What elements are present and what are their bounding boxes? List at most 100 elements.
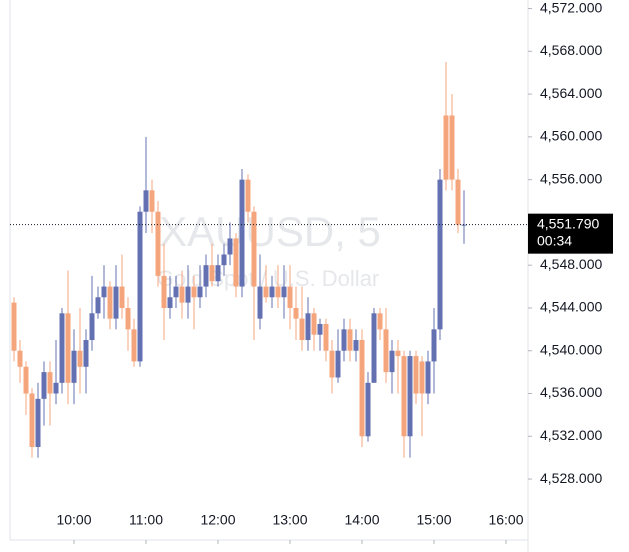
- candle-body: [71, 350, 77, 383]
- candle-body: [65, 313, 71, 383]
- candle-body: [203, 265, 209, 287]
- candle-body: [287, 286, 293, 308]
- candle-body: [365, 382, 371, 437]
- y-tick-label: 4,556.000: [540, 170, 602, 186]
- y-tick-label: 4,544.000: [540, 299, 602, 315]
- candle-body: [371, 313, 377, 383]
- x-tick-label: 14:00: [344, 512, 379, 528]
- candle-body: [431, 329, 437, 362]
- candle-body: [407, 356, 413, 437]
- candle-body: [293, 307, 299, 319]
- candle-body: [161, 275, 167, 308]
- candle-body: [443, 115, 449, 180]
- y-tick-label: 4,536.000: [540, 384, 602, 400]
- candle-body: [119, 286, 125, 308]
- candle-body: [395, 350, 401, 357]
- y-tick-label: 4,560.000: [540, 128, 602, 144]
- candle-body: [425, 361, 431, 394]
- candle-body: [11, 302, 17, 351]
- candle-body: [83, 340, 89, 367]
- candle-body: [107, 286, 113, 319]
- candle-body: [419, 361, 425, 394]
- candle-body: [215, 265, 221, 282]
- x-tick-label: 16:00: [488, 512, 523, 528]
- candle-body: [299, 318, 305, 341]
- candle-body: [401, 356, 407, 437]
- candle-body: [335, 350, 341, 378]
- y-tick-label: 4,540.000: [540, 341, 602, 357]
- candle-body: [95, 297, 101, 314]
- candle-body: [53, 382, 59, 394]
- candle-body: [59, 313, 65, 383]
- candle-body: [137, 211, 143, 362]
- candle-body: [281, 286, 287, 298]
- candle-body: [149, 190, 155, 212]
- y-tick-label: 4,548.000: [540, 256, 602, 272]
- candle-body: [17, 350, 23, 367]
- candle-body: [245, 179, 251, 212]
- countdown-label: 00:34: [537, 232, 572, 248]
- candle-body: [257, 286, 263, 319]
- last-price-label: 4,551.790: [537, 215, 599, 231]
- candle-body: [197, 286, 203, 298]
- y-tick-label: 4,528.000: [540, 470, 602, 486]
- x-tick-label: 10:00: [56, 512, 91, 528]
- last-price-box: [528, 213, 613, 254]
- candle-body: [209, 265, 215, 282]
- candle-body: [23, 366, 29, 394]
- candle-body: [275, 286, 281, 298]
- candle-body: [29, 393, 35, 447]
- candle-body: [35, 398, 41, 447]
- candle-body: [353, 340, 359, 351]
- candle-body: [347, 329, 353, 351]
- candle-body: [239, 179, 245, 287]
- candle-body: [437, 179, 443, 330]
- candle-body: [47, 372, 53, 394]
- candle-body: [143, 190, 149, 212]
- candle-body: [323, 324, 329, 351]
- x-tick-label: 11:00: [129, 512, 163, 528]
- candle-body: [269, 286, 275, 298]
- candle-body: [221, 254, 227, 266]
- x-tick-label: 15:00: [416, 512, 451, 528]
- candle-body: [263, 286, 269, 298]
- candle-body: [227, 238, 233, 255]
- candle-body: [341, 329, 347, 351]
- candle-body: [251, 211, 257, 287]
- candle-body: [317, 324, 323, 335]
- candle-body: [191, 286, 197, 298]
- candle-body: [305, 313, 311, 341]
- candle-body: [233, 238, 239, 287]
- candle-body: [113, 286, 119, 319]
- candle-body: [125, 307, 131, 330]
- candle-body: [455, 179, 461, 225]
- candle-body: [77, 350, 83, 367]
- candle-body: [449, 115, 455, 180]
- candle-body: [155, 211, 161, 276]
- candle-body: [89, 313, 95, 341]
- candle-body: [377, 313, 383, 330]
- candle-body: [329, 350, 335, 378]
- y-tick-label: 4,568.000: [540, 42, 602, 58]
- x-tick-label: 13:00: [272, 512, 307, 528]
- watermark-symbol: XAUUSD, 5: [159, 208, 381, 255]
- candle-body: [413, 356, 419, 394]
- y-tick-label: 4,532.000: [540, 427, 602, 443]
- candle-body: [173, 286, 179, 298]
- candle-body: [383, 329, 389, 373]
- candle-body: [389, 350, 395, 373]
- candle-body: [359, 340, 365, 437]
- candle-body: [311, 313, 317, 335]
- candle-body: [101, 286, 107, 298]
- x-tick-label: 12:00: [200, 512, 235, 528]
- candle-body: [185, 286, 191, 303]
- y-tick-label: 4,564.000: [540, 85, 602, 101]
- candle-body: [41, 372, 47, 399]
- candle-body: [167, 297, 173, 308]
- candle-body: [131, 329, 137, 362]
- y-tick-label: 4,572.000: [540, 0, 602, 15]
- candle-body: [179, 286, 185, 303]
